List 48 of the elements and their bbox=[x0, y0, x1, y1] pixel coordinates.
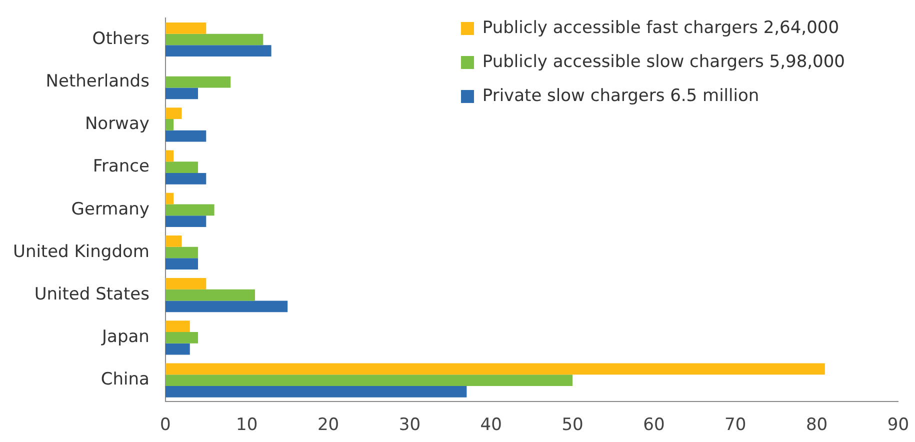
y-tick-label: United States bbox=[34, 284, 150, 305]
legend-label: Private slow chargers 6.5 million bbox=[482, 86, 760, 106]
x-tick-label: 20 bbox=[317, 415, 340, 436]
bar bbox=[165, 34, 264, 46]
x-tick-label: 10 bbox=[236, 415, 258, 436]
y-tick-label: China bbox=[100, 370, 150, 390]
bar bbox=[165, 22, 206, 34]
bar bbox=[165, 130, 206, 142]
bar bbox=[165, 88, 198, 100]
bar bbox=[165, 374, 573, 386]
bar bbox=[165, 45, 272, 57]
bar bbox=[165, 258, 198, 270]
x-tick-label: 60 bbox=[643, 415, 665, 436]
bar bbox=[165, 343, 190, 355]
bar bbox=[165, 278, 206, 290]
bar bbox=[165, 172, 206, 184]
bar bbox=[165, 363, 825, 375]
bar bbox=[165, 235, 182, 247]
x-tick-label: 90 bbox=[887, 415, 910, 436]
bar bbox=[165, 192, 174, 204]
x-tick-label: 50 bbox=[562, 415, 584, 436]
y-tick-label: France bbox=[92, 156, 150, 177]
x-tick-label: 70 bbox=[724, 415, 746, 436]
y-tick-label: Germany bbox=[71, 199, 150, 220]
bar bbox=[165, 289, 256, 301]
bar bbox=[165, 162, 198, 173]
bar bbox=[165, 246, 198, 258]
y-tick-label: Norway bbox=[84, 114, 150, 134]
y-tick-label: Netherlands bbox=[46, 72, 150, 92]
legend-label: Publicly accessible fast chargers 2,64,000 bbox=[482, 18, 840, 38]
bar bbox=[165, 332, 198, 344]
legend-label: Publicly accessible slow chargers 5,98,000 bbox=[482, 52, 845, 72]
bar bbox=[165, 150, 174, 162]
bar bbox=[165, 204, 214, 216]
x-tick-label: 30 bbox=[398, 415, 421, 436]
bar bbox=[165, 386, 467, 398]
bar bbox=[165, 108, 182, 120]
bar bbox=[165, 119, 174, 130]
x-tick-label: 80 bbox=[806, 415, 828, 436]
y-tick-label: United Kingdom bbox=[12, 242, 150, 262]
y-tick-label: Others bbox=[92, 28, 150, 49]
x-tick-label: 40 bbox=[480, 415, 502, 436]
bar bbox=[165, 76, 231, 88]
bar bbox=[165, 320, 190, 332]
bar bbox=[165, 216, 206, 227]
y-tick-label: Japan bbox=[101, 327, 150, 348]
bar bbox=[165, 300, 288, 312]
x-tick-label: 0 bbox=[160, 415, 171, 436]
